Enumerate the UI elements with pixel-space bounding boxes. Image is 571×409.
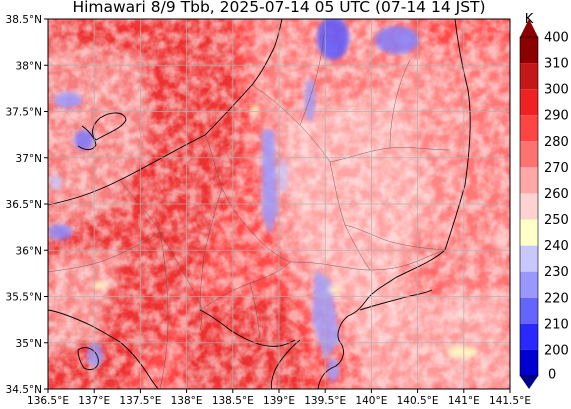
colorbar-tick: 290 — [544, 109, 569, 124]
colorbar-tick: 0 — [548, 368, 556, 383]
colorbar-tick: 280 — [544, 135, 569, 150]
colorbar-tick: 250 — [544, 213, 569, 228]
coastlines — [48, 19, 471, 389]
y-tick-label: 37°N — [16, 153, 42, 165]
map-area — [48, 19, 510, 389]
x-tick-label: 139°E — [263, 395, 295, 407]
x-tick-label: 141°E — [448, 395, 480, 407]
colorbar-tick: 230 — [544, 265, 569, 280]
x-tick-label: 140.5°E — [397, 395, 439, 407]
y-tick-label: 36.5°N — [6, 199, 42, 211]
y-tick-label: 35°N — [16, 338, 42, 350]
x-tick-label: 140°E — [355, 395, 387, 407]
x-tick-label: 139.5°E — [304, 395, 346, 407]
colorbar-tick: 220 — [544, 291, 569, 306]
colorbar-tick: 270 — [544, 161, 569, 176]
graticule — [48, 19, 510, 389]
y-tick-label: 36°N — [16, 245, 42, 257]
colorbar-tick: 200 — [544, 343, 569, 358]
x-tick-label: 136.5°E — [27, 395, 69, 407]
colorbar-tick: 240 — [544, 239, 569, 254]
colorbar-tick: 210 — [544, 317, 569, 332]
x-tick-label: 138°E — [171, 395, 203, 407]
map-title: Himawari 8/9 Tbb, 2025-07-14 05 UTC (07-… — [72, 0, 485, 16]
y-axis: 38.5°N 38°N 37.5°N 37°N 36.5°N 36°N 35.5… — [6, 14, 48, 396]
y-tick-label: 35.5°N — [6, 292, 42, 304]
colorbar-segments — [520, 37, 538, 376]
y-tick-label: 38°N — [16, 60, 42, 72]
y-tick-label: 38.5°N — [6, 14, 42, 26]
colorbar: K 400 310 300 290 280 270 260 250 240 23… — [519, 12, 569, 389]
x-tick-label: 138.5°E — [212, 395, 254, 407]
y-tick-label: 34.5°N — [6, 384, 42, 396]
colorbar-tick: 300 — [544, 83, 569, 98]
x-tick-label: 137°E — [78, 395, 110, 407]
colorbar-tick: 400 — [544, 31, 569, 46]
colorbar-tick: 310 — [544, 57, 569, 72]
cold-cloud-features — [48, 19, 507, 382]
x-axis: 136.5°E 137°E 137.5°E 138°E 138.5°E 139°… — [27, 389, 531, 407]
x-tick-label: 141.5°E — [489, 395, 531, 407]
colorbar-bottom-extension — [520, 376, 538, 389]
x-tick-label: 137.5°E — [119, 395, 161, 407]
colorbar-top-extension — [520, 19, 538, 37]
y-tick-label: 37.5°N — [6, 107, 42, 119]
colorbar-tick: 260 — [544, 187, 569, 202]
